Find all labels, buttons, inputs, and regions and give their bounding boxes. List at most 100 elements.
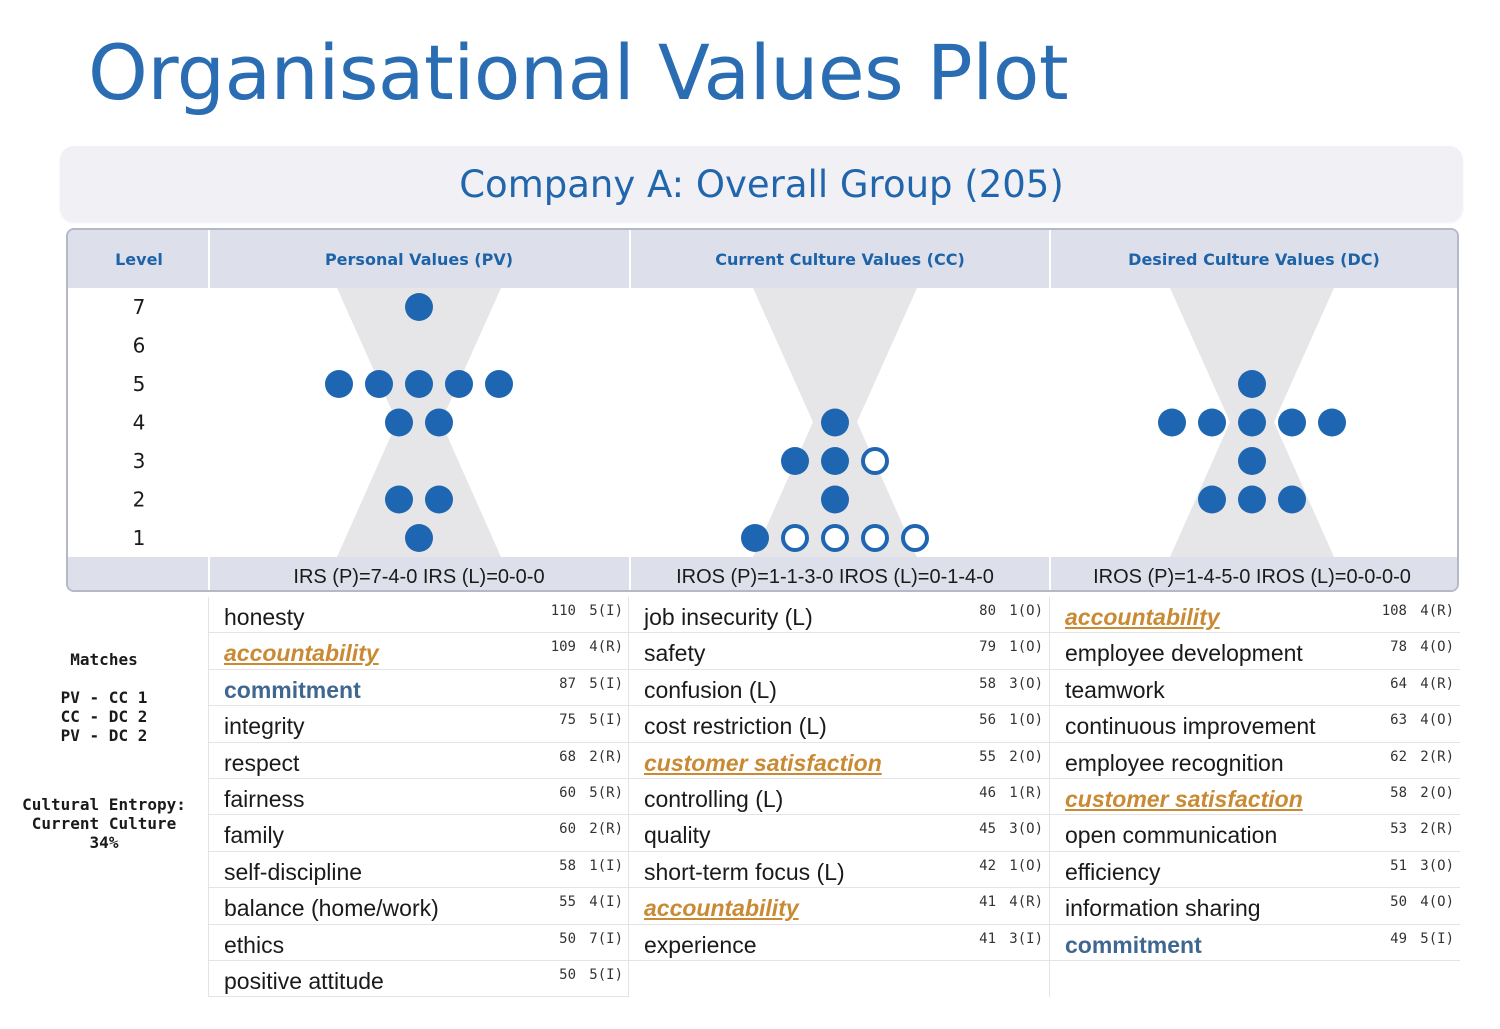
value-level-code: 5(I) [589,966,623,983]
level-label-2: 2 [133,488,146,512]
value-count: 78 [1390,639,1407,656]
value-row: ethics 50 7(I) [209,925,629,961]
matches-pv-cc: PV - CC 1 [60,688,148,707]
value-dot-cc-level-2 [821,485,849,514]
footer-labels: IRS (P)=7-4-0 IRS (L)=0-0-0 IROS (P)=1-1-… [293,566,1411,588]
value-name: information sharing [1065,895,1261,922]
value-name: positive attitude [224,967,384,994]
value-dot-dc-level-2 [1198,485,1226,514]
level-label-4: 4 [133,411,146,435]
value-dot-cc-level-4 [821,408,849,437]
entropy-value: 34% [89,833,119,852]
value-name: family [224,822,285,849]
value-row: employee development 78 4(O) [1050,633,1460,670]
value-level-code: 1(O) [1009,857,1043,874]
value-dot-dc-level-4 [1278,408,1306,437]
value-dot-hollow-cc-level-1 [781,524,809,552]
matches-label: Matches [70,650,138,669]
value-row: accountability 41 4(R) [629,888,1049,925]
value-count: 64 [1390,675,1407,692]
value-row: continuous improvement 63 4(O) [1050,706,1460,743]
value-row: short-term focus (L) 42 1(O) [629,852,1049,889]
value-level-code: 5(I) [1420,930,1454,947]
value-name: commitment [1065,931,1202,958]
value-dot-pv-level-5 [365,370,393,398]
value-dot-dc-level-4 [1198,408,1226,437]
matches-pv-dc: PV - DC 2 [60,726,148,745]
value-row: honesty 110 5(I) [209,597,629,634]
value-level-code: 7(I) [589,930,623,947]
value-name: confusion (L) [644,676,777,703]
value-dot-pv-level-1 [405,524,433,552]
level-label-3: 3 [133,449,146,473]
subtitle: Company A: Overall Group (205) [459,162,1064,206]
values-plot-svg: Level Personal Values (PV) Current Cultu… [68,230,1457,590]
value-dot-pv-level-4 [425,408,453,437]
value-count: 87 [559,675,576,692]
value-level-code: 2(O) [1009,748,1043,765]
value-row: accountability 109 4(R) [209,633,629,670]
value-count: 60 [559,821,576,838]
value-dot-hollow-cc-level-3 [861,447,889,475]
value-dot-pv-level-5 [405,370,433,398]
value-level-code: 5(I) [589,675,623,692]
dot-layer [325,293,1346,552]
value-level-code: 4(O) [1420,712,1454,729]
value-level-code: 2(R) [1420,821,1454,838]
values-plot: Level Personal Values (PV) Current Cultu… [66,228,1459,592]
value-count: 50 [559,966,576,983]
value-name: open communication [1065,822,1278,849]
value-count: 50 [559,930,576,947]
value-dot-dc-level-2 [1278,485,1306,514]
value-count: 42 [979,857,996,874]
value-dot-cc-level-3 [781,447,809,475]
value-level-code: 1(O) [1009,712,1043,729]
value-name: job insecurity (L) [644,604,813,630]
value-row: job insecurity (L) 80 1(O) [629,597,1049,634]
value-level-code: 1(O) [1009,639,1043,656]
footer-pv: IRS (P)=7-4-0 IRS (L)=0-0-0 [293,566,544,588]
value-count: 79 [979,639,996,656]
value-dot-pv-level-5 [485,370,513,398]
value-count: 58 [979,675,996,692]
value-level-code: 4(R) [589,639,623,656]
value-name: accountability [644,895,799,922]
header-level: Level [115,250,163,269]
value-count: 58 [1390,784,1407,801]
value-row: open communication 53 2(R) [1050,815,1460,852]
value-dot-dc-level-5 [1238,370,1266,398]
value-row: customer satisfaction 55 2(O) [629,743,1049,779]
level-label-5: 5 [133,372,146,396]
value-name: controlling (L) [644,785,784,812]
value-dot-dc-level-2 [1238,485,1266,514]
value-name: commitment [224,676,361,703]
entropy-label: Cultural Entropy: [22,795,186,814]
entropy-scope: Current Culture [31,814,177,833]
value-level-code: 4(O) [1420,639,1454,656]
value-count: 41 [979,894,996,911]
value-row: self-discipline 58 1(I) [209,852,629,889]
value-row: controlling (L) 46 1(R) [629,779,1049,816]
value-level-code: 5(I) [589,603,623,619]
value-dot-pv-level-5 [325,370,353,398]
value-row: positive attitude 50 5(I) [209,961,629,998]
value-count: 75 [559,712,576,729]
value-name: employee development [1065,640,1303,667]
value-count: 109 [550,639,576,656]
value-row: accountability 108 4(R) [1050,597,1460,634]
value-count: 80 [979,603,996,619]
value-dot-pv-level-4 [385,408,413,437]
value-level-code: 2(R) [1420,748,1454,765]
value-count: 63 [1390,712,1407,729]
header-current-culture: Current Culture Values (CC) [715,250,965,269]
value-name: customer satisfaction [644,749,882,776]
value-level-code: 2(O) [1420,784,1454,801]
value-row: balance (home/work) 55 4(I) [209,888,629,925]
personal-values-list: honesty 110 5(I) accountability 109 4(R) commi… [209,597,629,998]
value-level-code: 1(R) [1009,784,1043,801]
value-level-code: 1(I) [589,857,623,874]
value-row: commitment 49 5(I) [1050,925,1460,961]
hourglass-pv [337,288,501,557]
value-count: 56 [979,712,996,729]
value-dot-dc-level-4 [1158,408,1186,437]
